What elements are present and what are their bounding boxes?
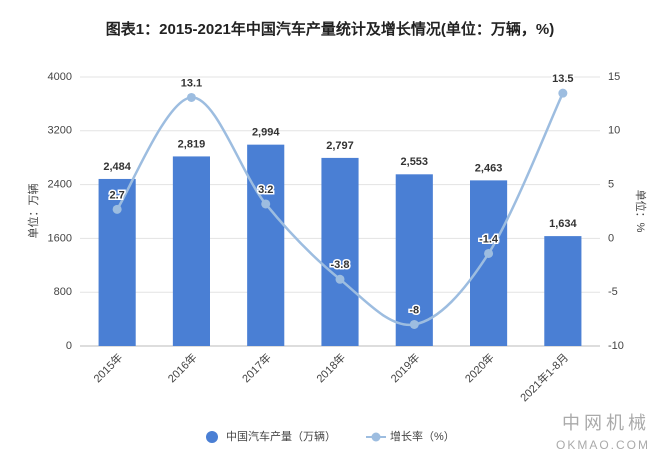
line-value-label: 2.7	[109, 189, 124, 201]
y2-tick-label: 10	[608, 125, 620, 137]
bar-value-label: 2,819	[178, 138, 206, 150]
legend-marker	[206, 431, 218, 443]
bar	[98, 178, 136, 346]
line-point	[558, 88, 568, 98]
line-point	[186, 92, 196, 102]
x-tick-label: 2020年	[462, 350, 497, 385]
line-point	[484, 248, 494, 258]
line-value-label: 13.5	[552, 73, 573, 85]
y-tick-label: 4000	[48, 71, 72, 83]
bar	[321, 157, 359, 346]
x-tick-label: 2015年	[90, 350, 125, 385]
bar-value-label: 2,553	[401, 156, 429, 168]
line-point	[112, 204, 122, 214]
x-tick-label: 2021年1-8月	[517, 350, 571, 404]
y-tick-label: 800	[54, 286, 72, 298]
y-tick-label: 1600	[48, 232, 72, 244]
line-value-label: -3.8	[331, 259, 350, 271]
bar	[395, 174, 433, 346]
x-tick-label: 2018年	[313, 350, 348, 385]
x-tick-label: 2016年	[165, 350, 200, 385]
legend-label: 中国汽车产量（万辆）	[226, 429, 336, 443]
watermark: OKMAO.COM	[556, 438, 650, 452]
bar	[470, 180, 508, 346]
line-point	[335, 274, 345, 284]
y2-tick-label: 0	[608, 232, 614, 244]
y-tick-label: 3200	[48, 125, 72, 137]
line-point	[261, 199, 271, 209]
line-value-label: -8	[409, 304, 419, 316]
bar	[247, 144, 285, 346]
line-value-label: 13.1	[181, 77, 202, 89]
legend-label: 增长率（%）	[390, 429, 455, 443]
y2-tick-label: -5	[608, 286, 618, 298]
legend-marker	[371, 432, 381, 442]
y-axis-label: 单位：万辆	[26, 184, 40, 239]
bar-value-label: 2,994	[252, 127, 280, 139]
line-value-label: 3.2	[258, 184, 273, 196]
bar-value-label: 1,634	[549, 218, 577, 230]
line-point	[409, 319, 419, 329]
y2-tick-label: 5	[608, 179, 614, 191]
y2-tick-label: 15	[608, 71, 620, 83]
y-tick-label: 2400	[48, 179, 72, 191]
bar	[544, 236, 582, 346]
bar-value-label: 2,463	[475, 162, 503, 174]
y-tick-label: 0	[66, 340, 72, 352]
line-value-label: -1.4	[479, 233, 499, 245]
x-tick-label: 2019年	[387, 350, 422, 385]
watermark: 中网机械	[562, 413, 650, 433]
bar-value-label: 2,797	[326, 140, 354, 152]
y2-tick-label: -10	[608, 340, 624, 352]
bar	[172, 156, 210, 346]
chart-title: 图表1：2015-2021年中国汽车产量统计及增长情况(单位：万辆，%)	[106, 20, 554, 38]
bar-value-label: 2,484	[103, 161, 131, 173]
x-tick-label: 2017年	[239, 350, 274, 385]
y2-axis-label: 单位：%	[634, 190, 648, 233]
